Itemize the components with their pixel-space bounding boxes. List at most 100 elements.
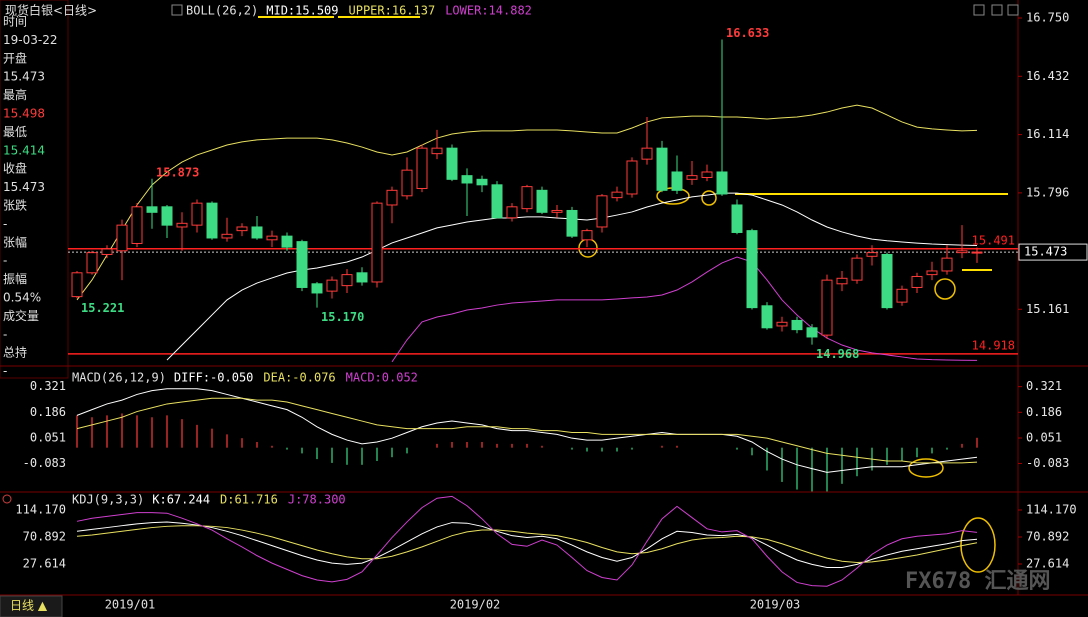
series-line bbox=[76, 104, 978, 301]
last-price-label: 15.473 bbox=[1024, 245, 1067, 259]
candle-body bbox=[956, 250, 968, 254]
window-button[interactable] bbox=[1007, 4, 1019, 16]
sidebar-label: 成交量 bbox=[3, 308, 39, 323]
candle-body bbox=[836, 277, 848, 285]
candle-body bbox=[581, 230, 593, 241]
candle-body bbox=[911, 275, 923, 288]
candle-body bbox=[746, 230, 758, 309]
y-tick-label: 0.321 bbox=[1026, 379, 1062, 393]
candle-body bbox=[701, 171, 713, 178]
candle-body bbox=[191, 202, 203, 226]
candle-body bbox=[896, 288, 908, 303]
window-button[interactable] bbox=[991, 4, 1003, 16]
candle-body bbox=[386, 189, 398, 206]
candle-body bbox=[221, 233, 233, 239]
extreme-label: 15.873 bbox=[156, 165, 199, 179]
y-tick-label: 27.614 bbox=[23, 556, 66, 570]
y-tick-label: 0.321 bbox=[30, 379, 66, 393]
y-tick-label: 15.161 bbox=[1026, 302, 1069, 316]
level-label: 14.918 bbox=[972, 338, 1015, 352]
candle-body bbox=[881, 253, 893, 309]
candle-body bbox=[686, 175, 698, 180]
candle-body bbox=[461, 175, 473, 184]
candle-body bbox=[401, 169, 413, 197]
candle-body bbox=[281, 235, 293, 248]
indicator-title: MACD(26,12,9) bbox=[72, 371, 166, 385]
sidebar-value: - bbox=[3, 364, 7, 378]
candle-body bbox=[476, 178, 488, 186]
candle-body bbox=[296, 241, 308, 288]
legend-entry: MID:15.509 bbox=[266, 4, 338, 18]
candle-body bbox=[626, 160, 638, 195]
y-tick-label: 0.051 bbox=[1026, 430, 1062, 444]
sidebar-value: 19-03-22 bbox=[3, 33, 57, 47]
indicator-title: BOLL(26,2) bbox=[186, 4, 258, 18]
drawn-circle bbox=[960, 517, 996, 573]
candle-body bbox=[86, 252, 98, 274]
candle-body bbox=[641, 147, 653, 160]
sidebar-value: 15.473 bbox=[3, 70, 45, 84]
watermark: FX678 汇通网 bbox=[905, 569, 1050, 594]
candle-body bbox=[71, 272, 83, 298]
drawn-circle bbox=[908, 458, 944, 478]
candle-body bbox=[551, 209, 563, 213]
y-tick-label: -0.083 bbox=[1026, 456, 1069, 470]
sidebar-value: - bbox=[3, 217, 7, 231]
candle-body bbox=[851, 257, 863, 281]
candle-body bbox=[341, 274, 353, 287]
candle-body bbox=[326, 279, 338, 292]
level-label: 15.491 bbox=[972, 233, 1015, 247]
period-label[interactable]: 日线 ▲ bbox=[10, 599, 48, 613]
sidebar-value: 15.473 bbox=[3, 180, 45, 194]
sidebar-label: 总持 bbox=[3, 345, 27, 360]
extreme-label: 15.170 bbox=[321, 310, 364, 324]
x-tick-label: 2019/02 bbox=[450, 598, 501, 612]
legend-entry: DIFF:-0.050 bbox=[174, 371, 253, 385]
candle-body bbox=[251, 226, 263, 239]
legend-entry: K:67.244 bbox=[152, 493, 210, 507]
y-tick-label: 16.432 bbox=[1026, 69, 1069, 83]
series-line bbox=[76, 397, 978, 464]
y-tick-label: 0.186 bbox=[1026, 405, 1062, 419]
y-tick-label: 16.114 bbox=[1026, 127, 1069, 141]
y-tick-label: 0.186 bbox=[30, 405, 66, 419]
candle-body bbox=[266, 235, 278, 241]
candle-body bbox=[101, 248, 113, 255]
y-tick-label: 70.892 bbox=[23, 529, 66, 543]
legend-entry: DEA:-0.076 bbox=[263, 371, 335, 385]
y-tick-label: 114.170 bbox=[1026, 502, 1077, 516]
legend-entry: MACD:0.052 bbox=[346, 371, 418, 385]
candle-body bbox=[491, 184, 503, 219]
x-tick-label: 2019/03 bbox=[750, 598, 801, 612]
candle-body bbox=[716, 171, 728, 195]
candle-body bbox=[446, 147, 458, 180]
candle-body bbox=[161, 206, 173, 226]
period-button[interactable] bbox=[0, 595, 63, 617]
indicator-icon bbox=[171, 4, 183, 16]
indicator-title: KDJ(9,3,3) bbox=[72, 493, 144, 507]
sidebar-label: 收盘 bbox=[3, 161, 27, 176]
candle-body bbox=[176, 222, 188, 228]
candle-body bbox=[671, 171, 683, 191]
sidebar-value: - bbox=[3, 254, 7, 268]
candle-body bbox=[371, 202, 383, 283]
kdj-icon bbox=[2, 494, 12, 504]
drawn-circle bbox=[934, 278, 956, 300]
series-line bbox=[76, 388, 978, 473]
series-line bbox=[76, 495, 978, 587]
candle-body bbox=[866, 252, 878, 257]
series-line bbox=[76, 521, 978, 568]
instrument-title: 现货白银<日线> bbox=[5, 3, 97, 18]
sidebar-label: 张幅 bbox=[3, 234, 27, 249]
candle-body bbox=[776, 321, 788, 327]
sidebar-label: 开盘 bbox=[3, 50, 27, 65]
window-button[interactable] bbox=[973, 4, 985, 16]
candle-body bbox=[431, 147, 443, 155]
candle-body bbox=[356, 272, 368, 283]
y-tick-label: 15.796 bbox=[1026, 185, 1069, 199]
y-tick-label: -0.083 bbox=[23, 456, 66, 470]
candle-body bbox=[116, 224, 128, 252]
candle-body bbox=[236, 226, 248, 232]
